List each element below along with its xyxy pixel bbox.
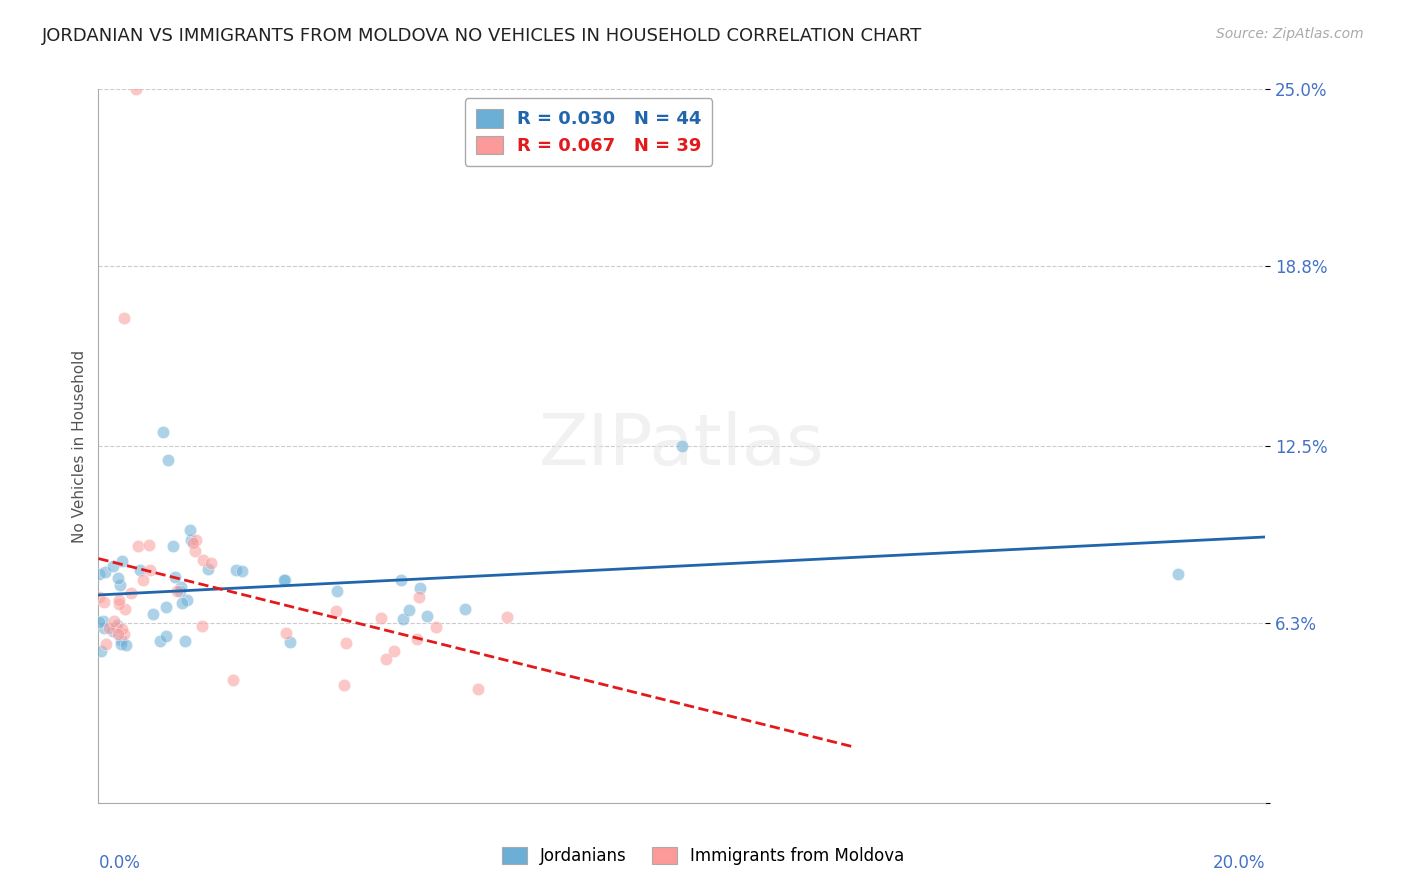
Point xyxy=(115,638,138,652)
Point xyxy=(176,593,198,607)
Point xyxy=(149,633,172,648)
Point xyxy=(94,565,117,579)
Text: ZIPatlas: ZIPatlas xyxy=(538,411,825,481)
Y-axis label: No Vehicles in Household: No Vehicles in Household xyxy=(72,350,87,542)
Text: JORDANIAN VS IMMIGRANTS FROM MOLDOVA NO VEHICLES IN HOUSEHOLD CORRELATION CHART: JORDANIAN VS IMMIGRANTS FROM MOLDOVA NO … xyxy=(42,27,922,45)
Point xyxy=(139,563,162,577)
Point xyxy=(179,523,201,537)
Point xyxy=(333,678,356,692)
Point xyxy=(162,540,184,554)
Point xyxy=(197,562,219,576)
Legend: Jordanians, Immigrants from Moldova: Jordanians, Immigrants from Moldova xyxy=(492,837,914,875)
Point xyxy=(408,581,430,595)
Point xyxy=(101,624,124,638)
Point xyxy=(152,425,174,439)
Point xyxy=(200,556,222,570)
Text: 0.0%: 0.0% xyxy=(98,855,141,872)
Point xyxy=(231,564,253,578)
Point xyxy=(406,632,429,646)
Point xyxy=(93,595,115,609)
Point xyxy=(138,538,160,552)
Point xyxy=(180,533,202,547)
Point xyxy=(326,584,349,599)
Point xyxy=(389,574,412,588)
Point xyxy=(335,636,357,650)
Point xyxy=(114,602,136,616)
Point xyxy=(110,577,132,591)
Point xyxy=(107,571,129,585)
Point xyxy=(425,620,447,634)
Point xyxy=(191,618,214,632)
Point xyxy=(93,621,115,635)
Point xyxy=(96,637,118,651)
Point xyxy=(105,618,128,632)
Point xyxy=(107,598,129,612)
Point xyxy=(1167,567,1189,582)
Point xyxy=(170,580,193,594)
Point xyxy=(104,620,127,634)
Point xyxy=(111,554,134,568)
Point xyxy=(184,533,207,547)
Point xyxy=(454,602,477,616)
Legend: R = 0.030   N = 44, R = 0.067   N = 39: R = 0.030 N = 44, R = 0.067 N = 39 xyxy=(465,98,713,166)
Point xyxy=(222,673,245,688)
Point xyxy=(157,453,180,467)
Point xyxy=(398,603,420,617)
Point xyxy=(184,544,207,558)
Point xyxy=(90,644,112,658)
Point xyxy=(191,553,214,567)
Point xyxy=(129,563,152,577)
Point xyxy=(127,539,149,553)
Point xyxy=(382,643,405,657)
Point xyxy=(98,621,121,635)
Point xyxy=(273,573,295,587)
Point xyxy=(408,591,430,605)
Point xyxy=(107,627,129,641)
Point xyxy=(278,635,301,649)
Point xyxy=(166,584,188,599)
Point xyxy=(169,583,191,598)
Point xyxy=(165,570,187,584)
Text: Source: ZipAtlas.com: Source: ZipAtlas.com xyxy=(1216,27,1364,41)
Point xyxy=(325,604,347,618)
Point xyxy=(225,564,247,578)
Point xyxy=(375,652,398,666)
Point xyxy=(370,611,392,625)
Point xyxy=(496,610,519,624)
Point xyxy=(112,626,135,640)
Point xyxy=(183,535,205,549)
Point xyxy=(125,82,148,96)
Point xyxy=(93,614,115,628)
Point xyxy=(142,607,165,621)
Point xyxy=(155,599,177,614)
Point xyxy=(110,637,132,651)
Point xyxy=(108,593,131,607)
Point xyxy=(89,591,111,605)
Point xyxy=(111,622,134,636)
Point xyxy=(416,609,439,624)
Point xyxy=(87,615,110,629)
Point xyxy=(110,633,132,648)
Point xyxy=(173,633,195,648)
Point xyxy=(392,612,415,626)
Point xyxy=(112,310,135,325)
Point xyxy=(155,629,177,643)
Text: 20.0%: 20.0% xyxy=(1213,855,1265,872)
Point xyxy=(671,439,693,453)
Point xyxy=(170,596,193,610)
Point xyxy=(132,573,155,587)
Point xyxy=(87,567,110,582)
Point xyxy=(103,558,125,573)
Point xyxy=(120,586,142,600)
Point xyxy=(467,681,489,696)
Point xyxy=(274,626,297,640)
Point xyxy=(274,574,297,588)
Point xyxy=(103,614,125,628)
